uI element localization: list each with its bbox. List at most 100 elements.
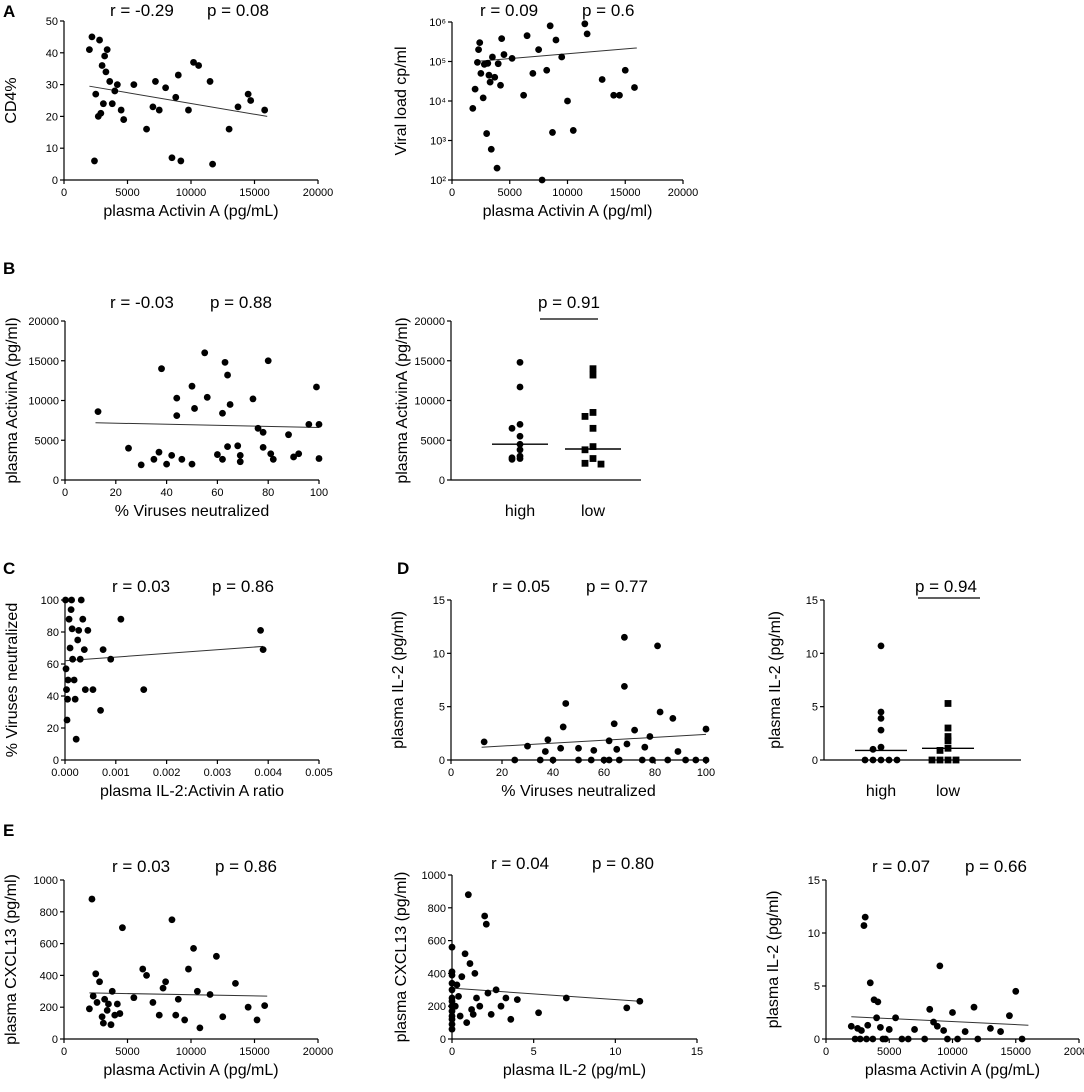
d2-data-point [869, 745, 877, 753]
d2-data-point [928, 756, 936, 764]
b2-ytick-label: 10000 [414, 396, 445, 408]
a2-xtick-label: 15000 [610, 187, 641, 199]
a2-data-point [484, 59, 492, 67]
c1-xtick-label: 0.002 [153, 767, 181, 779]
a2-data-point [475, 46, 482, 54]
e3-data-point [864, 1021, 872, 1029]
a1-data-point [206, 78, 214, 85]
e2-data-point [448, 1020, 456, 1028]
d1-data-point [649, 756, 656, 764]
d2-ytick-label: 15 [806, 595, 818, 607]
a2-data-point [543, 66, 551, 74]
b1-xtick-label: 100 [310, 487, 328, 499]
e2-xtick-label: 5 [531, 1046, 537, 1058]
e1-data-point [253, 1016, 261, 1024]
e2-data-point [448, 1015, 456, 1023]
a2-xtick-label: 20000 [668, 187, 699, 199]
c1-y-label: % Viruses neutralized [4, 603, 21, 757]
b2-data-point [516, 446, 524, 454]
e2-data-point [484, 989, 492, 997]
d1-data-point [605, 737, 613, 745]
a1-data-point [86, 46, 93, 54]
b2-data-point [581, 459, 589, 467]
e2-data-point [513, 996, 521, 1004]
a1-data-point [92, 90, 100, 98]
e2-data-point [487, 1011, 495, 1018]
a1-data-point [234, 103, 242, 111]
e3-data-point [847, 1022, 855, 1030]
a2-data-point [486, 78, 494, 86]
a2-data-point [621, 66, 629, 74]
b1-ytick-label: 20000 [28, 316, 59, 328]
e1-ytick-label: 800 [40, 907, 58, 919]
b1-data-point [254, 424, 262, 432]
e1-ytick-label: 1000 [34, 875, 58, 887]
a1-data-point [247, 97, 255, 104]
e3-data-point [974, 1035, 982, 1043]
d2-ytick-label: 5 [812, 702, 818, 714]
e3-y-label: plasma IL-2 (pg/ml) [765, 891, 782, 1029]
e1-ytick-label: 200 [40, 1002, 58, 1014]
d2-category-label: high [866, 783, 896, 800]
e3-data-point [1012, 987, 1020, 995]
b2-ytick-label: 0 [439, 475, 445, 487]
a2-ytick-label: 10² [430, 175, 446, 187]
e1-data-point [130, 994, 138, 1002]
e2-data-point [636, 997, 644, 1005]
b2-category-label: low [581, 503, 605, 520]
e2-data-point [507, 1015, 515, 1023]
e3-xtick-label: 5000 [877, 1046, 901, 1058]
e2-data-point [461, 950, 469, 958]
e1-data-point [155, 1011, 163, 1019]
a2-data-point [479, 94, 487, 102]
d2-ytick-label: 10 [806, 648, 818, 660]
d2-data-point [944, 733, 952, 740]
e1-data-point [172, 1011, 180, 1019]
b1-ytick-label: 5000 [35, 435, 59, 447]
a1-data-point [99, 100, 107, 108]
c1-data-point [66, 644, 74, 652]
c1-xtick-label: 0.003 [204, 767, 232, 779]
a2-xtick-label: 10000 [552, 187, 583, 199]
b1-data-point [285, 431, 292, 439]
d1-data-point [559, 723, 567, 731]
a2-data-point [500, 51, 508, 58]
e3-stat-r: r = 0.07 [872, 857, 930, 876]
a1-stat-p: p = 0.08 [207, 1, 269, 20]
e2-ytick-label: 400 [428, 968, 446, 980]
a1-data-point [117, 106, 125, 114]
e1-data-point [119, 924, 126, 932]
d1-data-point [605, 756, 613, 764]
e2-data-point [471, 970, 479, 977]
e2-stat-p: p = 0.80 [592, 854, 654, 873]
a2-data-point [474, 58, 481, 66]
e1-xtick-label: 5000 [115, 1046, 139, 1058]
d2-data-point [885, 756, 893, 764]
e2-data-point [448, 971, 456, 979]
b1-ytick-label: 0 [53, 475, 59, 487]
d1-ytick-label: 15 [433, 595, 445, 607]
b1-data-point [203, 393, 211, 401]
b1-xtick-label: 40 [160, 487, 172, 499]
e1-data-point [181, 1016, 189, 1024]
e1-data-point [244, 1003, 252, 1011]
e3-data-point [970, 1003, 978, 1011]
c1-data-point [140, 686, 148, 693]
c1-ytick-label: 20 [47, 723, 59, 735]
d1-data-point [631, 726, 638, 734]
d1-data-point [590, 747, 598, 754]
d2-y-label: plasma IL-2 (pg/ml) [767, 611, 784, 749]
d1-xtick-label: 20 [496, 767, 508, 779]
d1-data-point [656, 708, 664, 716]
a2-data-point [598, 76, 606, 83]
e2-data-point [463, 1019, 471, 1026]
d1-ytick-label: 10 [433, 648, 445, 660]
d1-data-point [575, 756, 582, 764]
a1-y-label: CD4% [3, 77, 20, 123]
b1-y-label: plasma ActivinA (pg/ml) [4, 317, 21, 483]
d2-data-point [877, 715, 885, 722]
c1-data-point [77, 596, 85, 604]
c1-data-point [64, 676, 72, 684]
e3-data-point [863, 1035, 870, 1043]
